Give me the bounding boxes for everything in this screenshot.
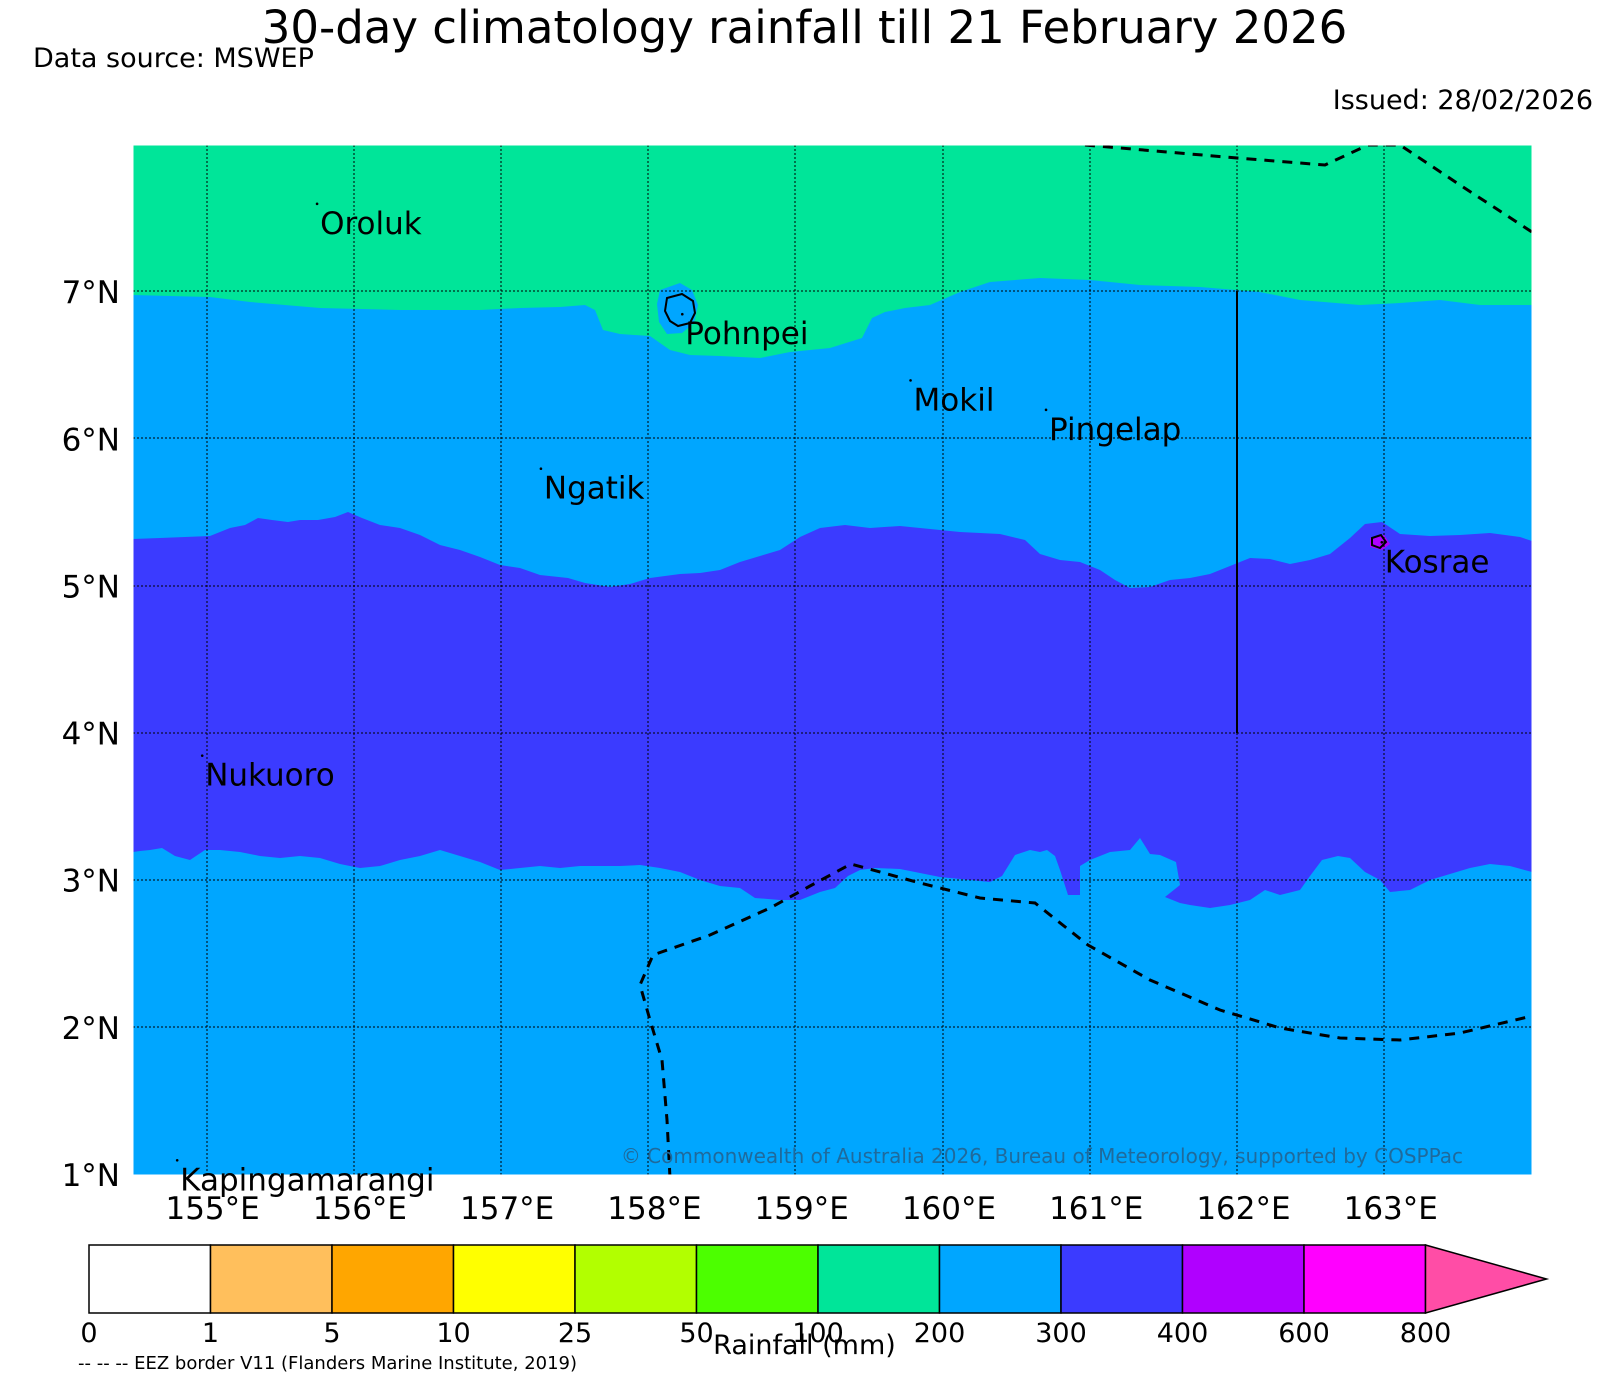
latitude-tick-labels: 7°N 6°N 5°N 4°N 3°N 2°N 1°N bbox=[62, 275, 120, 1194]
lon-tick-label: 156°E bbox=[313, 1191, 407, 1227]
colorbar-segment bbox=[1303, 1244, 1427, 1314]
colorbar: 0 1 5 10 25 50 100 200 300 400 600 800 bbox=[80, 1244, 1550, 1349]
place-marker bbox=[315, 202, 319, 206]
data-source-label: Data source: MSWEP bbox=[33, 43, 314, 74]
lat-tick-label: 7°N bbox=[62, 275, 120, 311]
colorbar-segment bbox=[695, 1244, 819, 1314]
issued-date-label: Issued: 28/02/2026 bbox=[1332, 85, 1593, 116]
colorbar-tick-label: 25 bbox=[558, 1318, 592, 1349]
eez-borders bbox=[638, 145, 1532, 1175]
eez-footnote: -- -- -- EEZ border V11 (Flanders Marine… bbox=[78, 1353, 578, 1374]
place-labels: Oroluk Pohnpei Mokil Pingelap Ngatik Kosrae Nu… bbox=[175, 202, 1490, 1198]
colorbar-tick-label: 200 bbox=[914, 1318, 966, 1349]
pohnpei-blob bbox=[657, 283, 698, 334]
kosrae-outline bbox=[1371, 533, 1388, 550]
chart-title: 30-day climatology rainfall till 21 Febr… bbox=[261, 1, 1348, 54]
place-marker bbox=[539, 467, 543, 471]
colorbar-segment bbox=[209, 1244, 333, 1314]
rainfall-field bbox=[133, 145, 1532, 1175]
colorbar-segment bbox=[1060, 1244, 1184, 1314]
colorbar-segment bbox=[817, 1244, 941, 1314]
colorbar-segment bbox=[88, 1244, 212, 1314]
zone-100-200 bbox=[133, 145, 1532, 358]
place-label: Kapingamarangi bbox=[180, 1162, 434, 1198]
colorbar-tick-label: 400 bbox=[1157, 1318, 1209, 1349]
place-label: Mokil bbox=[914, 382, 995, 418]
colorbar-tick-label: 0 bbox=[80, 1318, 97, 1349]
zone-300-400 bbox=[133, 512, 1532, 908]
colorbar-segment bbox=[574, 1244, 698, 1314]
lat-tick-label: 6°N bbox=[62, 422, 120, 458]
colorbar-tick-label: 800 bbox=[1400, 1318, 1452, 1349]
lon-tick-label: 162°E bbox=[1196, 1191, 1290, 1227]
place-marker bbox=[909, 379, 912, 382]
pohnpei-outline bbox=[663, 292, 697, 328]
colorbar-segment bbox=[938, 1244, 1062, 1314]
lat-tick-label: 4°N bbox=[62, 717, 120, 753]
copyright-notice: © Commonwealth of Australia 2026, Bureau… bbox=[621, 1144, 1463, 1168]
place-marker bbox=[1044, 408, 1048, 412]
colorbar-tick-label: 50 bbox=[679, 1318, 713, 1349]
colorbar-segment bbox=[331, 1244, 455, 1314]
lon-tick-label: 163°E bbox=[1344, 1191, 1438, 1227]
place-label: Pohnpei bbox=[685, 316, 808, 352]
colorbar-tick-label: 5 bbox=[323, 1318, 340, 1349]
place-label: Oroluk bbox=[320, 206, 422, 242]
place-label: Kosrae bbox=[1385, 544, 1490, 580]
colorbar-extension bbox=[1424, 1244, 1550, 1314]
place-label: Nukuoro bbox=[205, 758, 334, 794]
lat-tick-label: 2°N bbox=[62, 1011, 120, 1047]
colorbar-tick-label: 600 bbox=[1278, 1318, 1330, 1349]
colorbar-title: Rainfall (mm) bbox=[713, 1330, 896, 1361]
colorbar-tick-label: 100 bbox=[792, 1318, 844, 1349]
colorbar-segment bbox=[452, 1244, 576, 1314]
longitude-tick-labels: 155°E 156°E 157°E 158°E 159°E 160°E 161°E 162°E… bbox=[165, 1191, 1437, 1227]
colorbar-tick-label: 10 bbox=[436, 1318, 470, 1349]
colorbar-tick-label: 1 bbox=[202, 1318, 219, 1349]
lon-tick-label: 160°E bbox=[902, 1191, 996, 1227]
colorbar-tick-label: 300 bbox=[1035, 1318, 1087, 1349]
place-marker bbox=[200, 754, 204, 757]
lat-tick-label: 3°N bbox=[62, 864, 120, 900]
lon-tick-label: 159°E bbox=[755, 1191, 849, 1227]
place-label: Pingelap bbox=[1049, 412, 1181, 448]
colorbar-segment bbox=[1181, 1244, 1305, 1314]
island-outlines bbox=[663, 292, 1388, 550]
lon-tick-label: 161°E bbox=[1049, 1191, 1143, 1227]
lon-tick-label: 157°E bbox=[460, 1191, 554, 1227]
lon-tick-label: 155°E bbox=[165, 1191, 259, 1227]
lat-tick-label: 5°N bbox=[62, 569, 120, 605]
lon-tick-label: 158°E bbox=[607, 1191, 701, 1227]
place-marker bbox=[175, 1158, 179, 1162]
place-marker bbox=[680, 312, 684, 316]
lat-tick-label: 1°N bbox=[62, 1158, 120, 1194]
place-label: Ngatik bbox=[544, 471, 645, 507]
place-marker bbox=[1380, 540, 1384, 544]
